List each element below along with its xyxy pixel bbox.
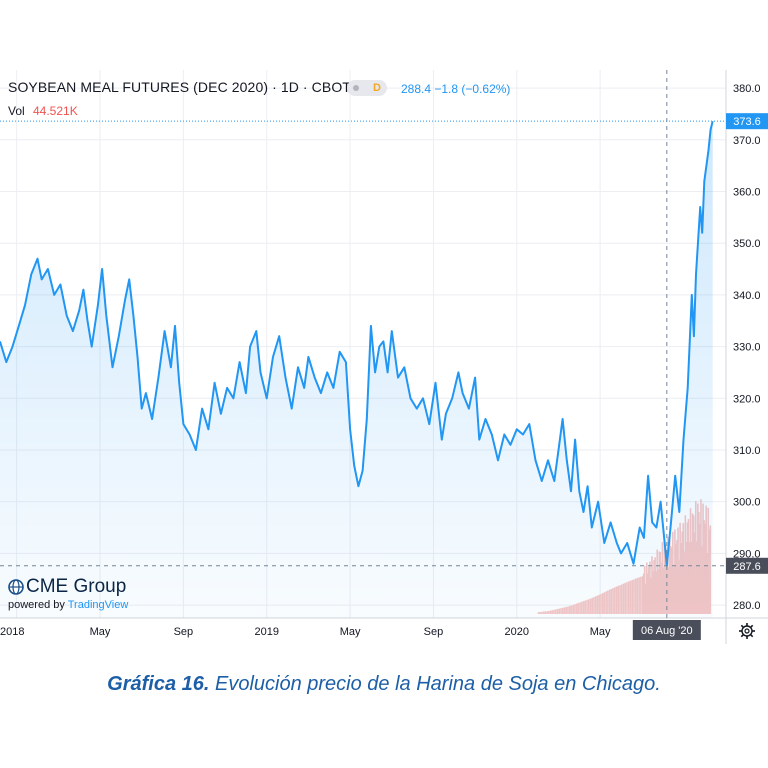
powered-by: powered by TradingView [8, 599, 128, 611]
caption-number: Gráfica 16. [107, 673, 210, 695]
symbol-title: SOYBEAN MEAL FUTURES (DEC 2020) · 1D · C… [8, 79, 351, 95]
crosshair-price-box [726, 557, 768, 574]
price-area [0, 120, 714, 618]
y-tick-label: 340.0 [733, 290, 761, 302]
tradingview-link[interactable]: TradingView [67, 599, 129, 611]
y-tick-label: 370.0 [733, 135, 761, 147]
figure-caption: Gráfica 16. Evolución precio de la Harin… [0, 673, 768, 696]
last-price-label: 373.6 [733, 116, 761, 128]
y-tick-label: 330.0 [733, 342, 761, 354]
crosshair-overlays: 373.6 287.6 06 Aug '20 [0, 70, 768, 640]
crosshair-date-box [632, 620, 701, 640]
x-tick-label: 2018 [0, 626, 24, 638]
y-tick-label: 380.0 [733, 83, 761, 95]
x-tick-label: May [340, 626, 361, 638]
y-tick-label: 280.0 [733, 600, 761, 612]
y-tick-label: 350.0 [733, 238, 761, 250]
status-dot-icon [353, 85, 359, 91]
cme-logo-text: CME Group [26, 576, 127, 597]
x-tick-label: May [90, 626, 111, 638]
y-tick-label: 360.0 [733, 186, 761, 198]
price-quote: 288.4 −1.8 (−0.62%) [401, 82, 511, 96]
gear-icon[interactable] [739, 623, 755, 639]
badge-letter: D [373, 82, 381, 94]
powered-by-label: powered by [8, 599, 65, 611]
x-tick-label: 2019 [254, 626, 278, 638]
caption-text: Evolución precio de la Harina de Soja en… [215, 673, 661, 695]
interval-badge[interactable]: D [347, 80, 387, 96]
y-tick-label: 290.0 [733, 548, 761, 560]
crosshair-price-label: 287.6 [733, 561, 761, 573]
x-tick-label: 2020 [505, 626, 529, 638]
x-tick-label: Sep [424, 626, 444, 638]
x-tick-label: Sep [174, 626, 194, 638]
volume-label: Vol [8, 104, 25, 118]
y-tick-label: 300.0 [733, 497, 761, 509]
last-price-box [726, 113, 768, 130]
price-axis: 380.0 370.0 360.0 350.0 340.0 330.0 320.0 310.0… [733, 83, 761, 612]
crosshair-date-label: 06 Aug '20 [641, 625, 693, 637]
volume-value: 44.521K [33, 104, 78, 118]
y-tick-label: 310.0 [733, 445, 761, 457]
globe-icon [8, 579, 24, 595]
time-axis: 2018 May Sep 2019 May Sep 2020 May [0, 626, 611, 638]
x-tick-label: May [590, 626, 611, 638]
cme-logo[interactable]: CME Group powered by TradingView [8, 576, 158, 616]
price-line [0, 120, 714, 567]
y-tick-label: 320.0 [733, 393, 761, 405]
price-area-fill [0, 121, 713, 618]
